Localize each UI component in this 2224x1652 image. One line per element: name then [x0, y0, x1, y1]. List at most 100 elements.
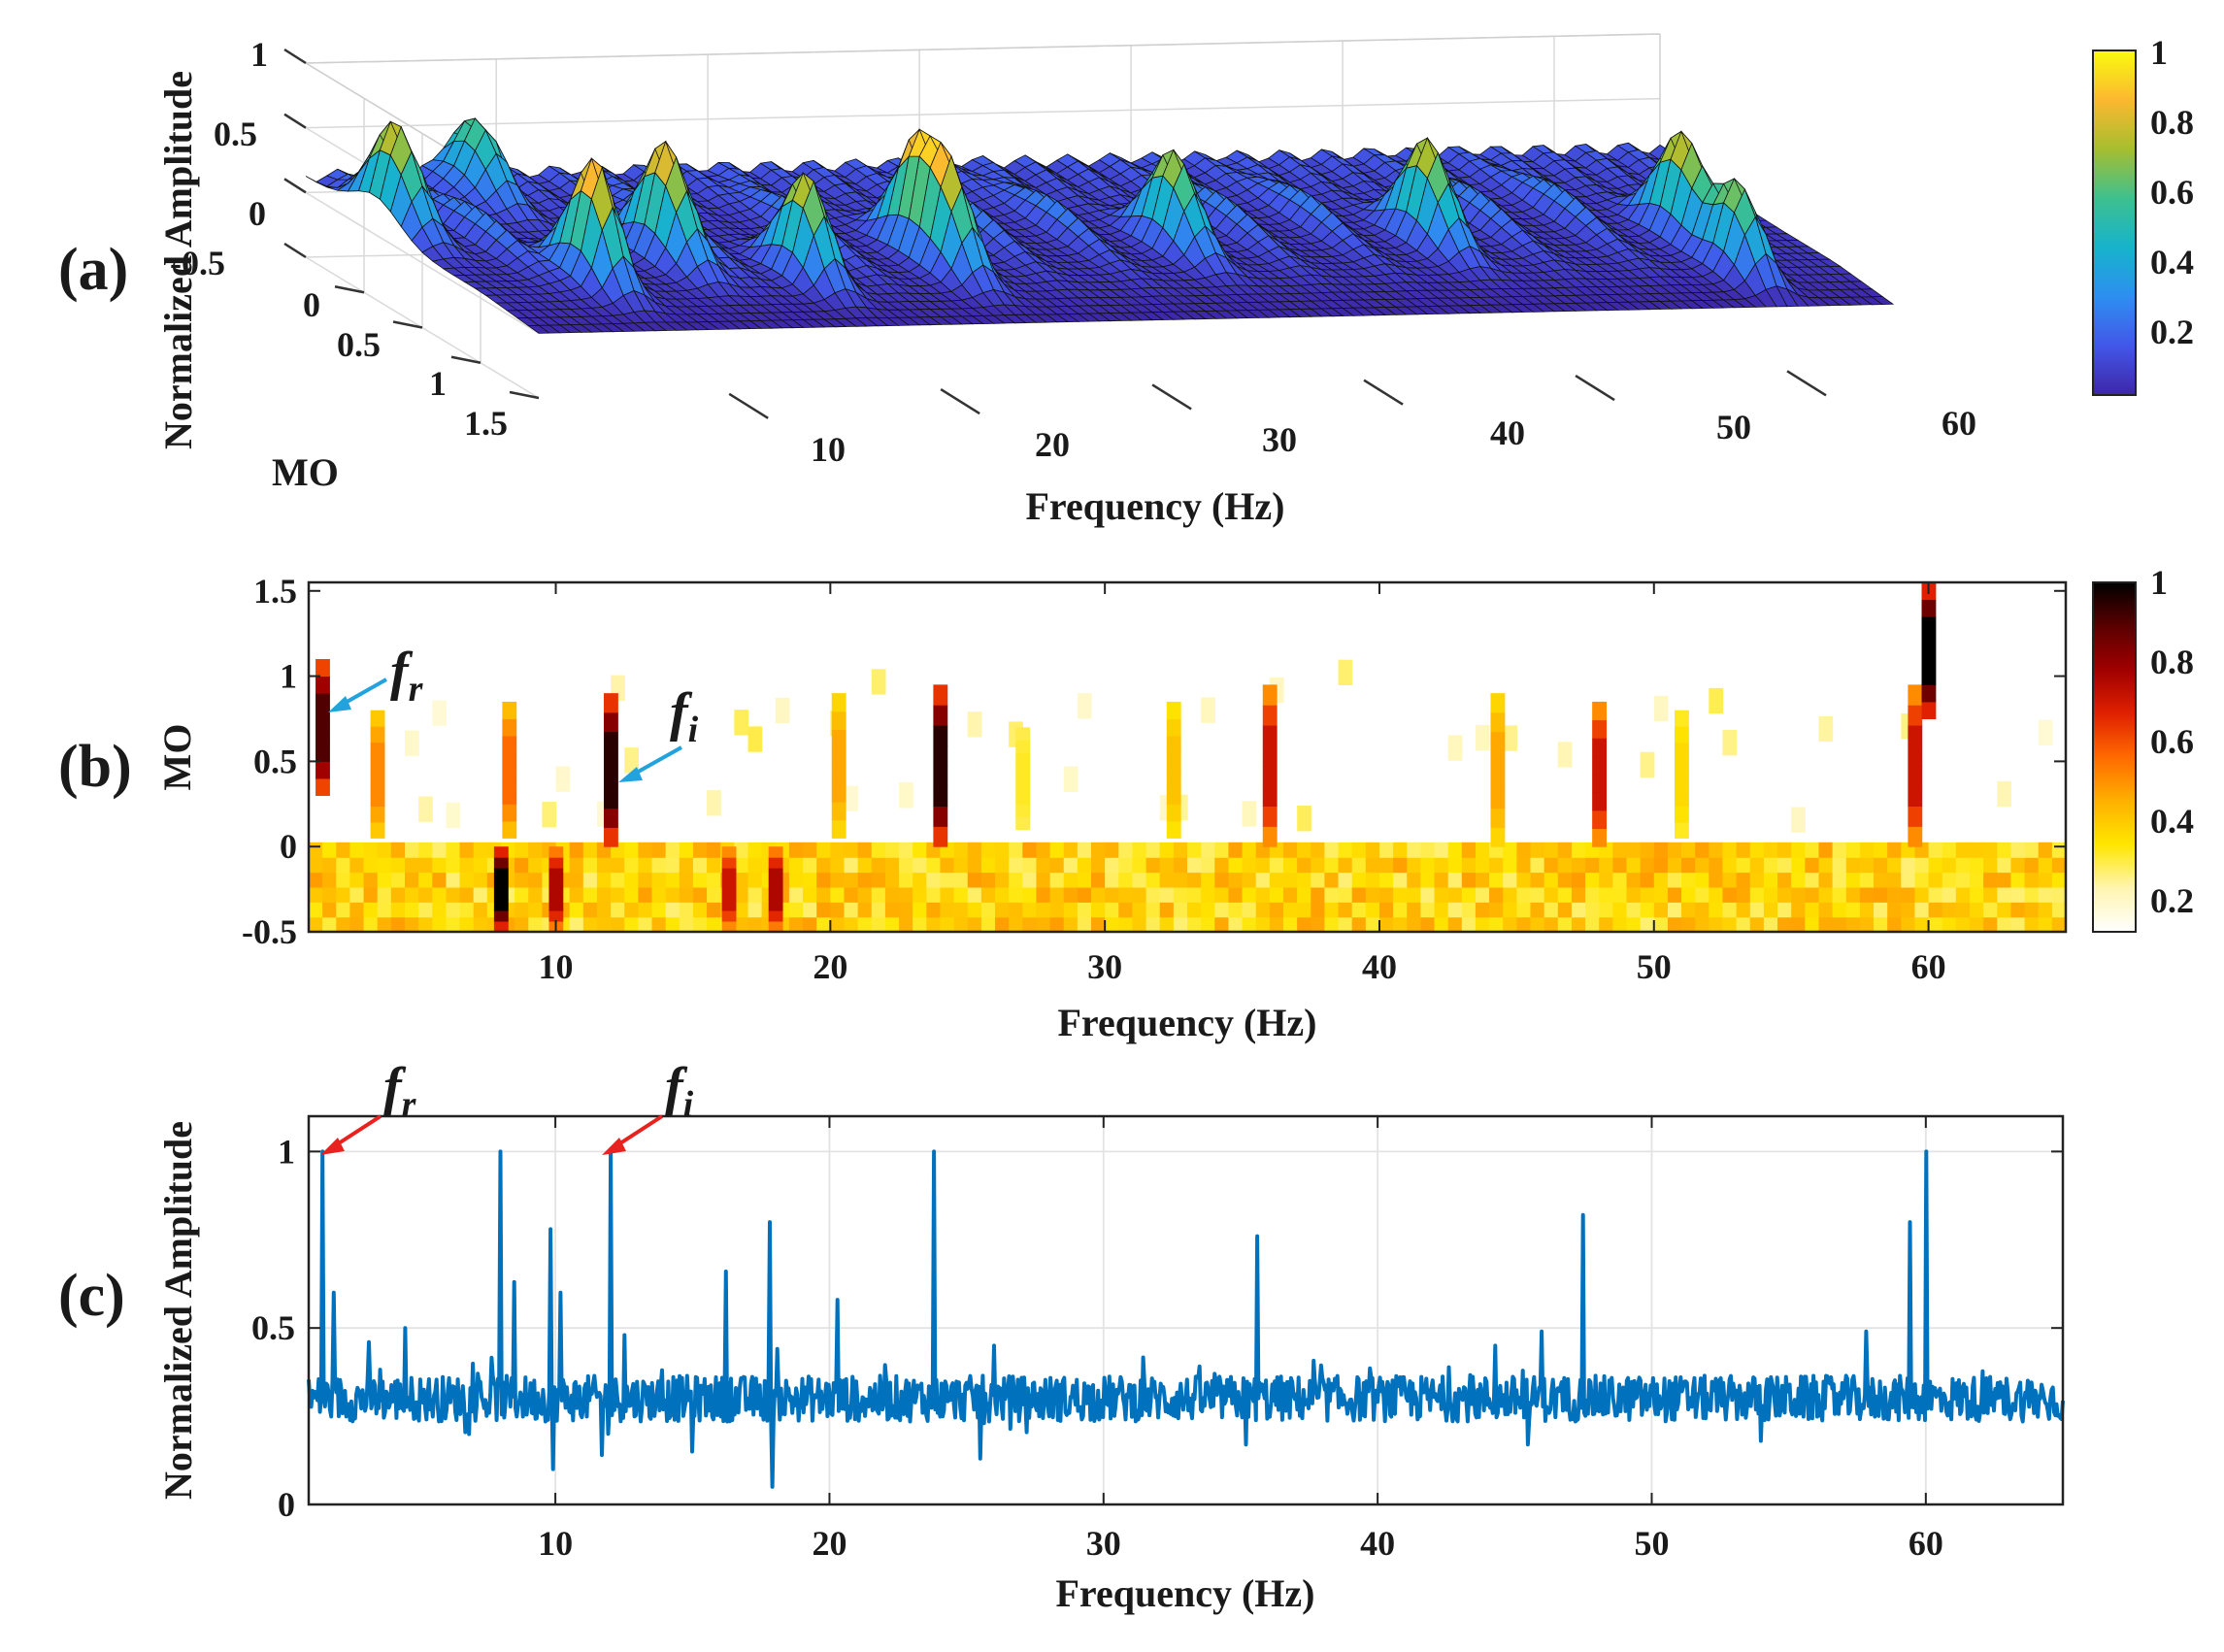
b-cell: [1777, 902, 1792, 918]
b-highlight-cell: [831, 765, 846, 784]
panel-c-label: (c): [58, 1263, 125, 1329]
b-cell: [1255, 857, 1271, 874]
b-cell: [1736, 902, 1751, 918]
b-highlight-cell: [1166, 770, 1181, 788]
b-cell: [1118, 902, 1134, 918]
b-highlight-cell: [768, 868, 783, 879]
b-cell: [1901, 857, 1916, 874]
b-cell: [1763, 872, 1778, 888]
b-cell: [1434, 902, 1449, 918]
b-cell: [1599, 872, 1613, 888]
b-highlight-cell: [370, 726, 385, 743]
b-cell: [1049, 916, 1065, 933]
b-cell: [1214, 902, 1230, 918]
b-cell: [747, 842, 763, 858]
b-highlight-cell: [370, 758, 385, 776]
b-cell: [582, 842, 598, 858]
b-highlight-cell: [768, 878, 783, 890]
b-cell: [665, 872, 680, 888]
b-cell: [803, 842, 817, 858]
b-highlight-cell: [1015, 765, 1031, 779]
b-highlight-cell: [1262, 684, 1278, 706]
b-cell: [1475, 857, 1490, 874]
b-cell: [638, 916, 653, 933]
a-ztick-mark: [283, 113, 307, 129]
b-cell: [322, 872, 337, 888]
b-highlight-cell: [721, 889, 737, 901]
panel-c-line-plot: (c) 10 20 30 40 50 60 0 0.5 1 Frequency …: [58, 1057, 2065, 1615]
b-cell: [940, 886, 955, 903]
b-cell: [418, 886, 433, 903]
b-cell: [309, 842, 323, 858]
b-cell: [1132, 886, 1147, 903]
b-cell: [1145, 886, 1161, 903]
b-highlight-cell: [604, 827, 618, 847]
b-cell: [844, 872, 859, 888]
b-cell: [1365, 886, 1380, 903]
b-cell: [1475, 886, 1490, 903]
b-cell: [995, 842, 1010, 858]
b-cell: [995, 872, 1010, 888]
b-ytick-0: 0: [280, 827, 297, 866]
b-cell: [1983, 886, 1998, 903]
b-cell: [1749, 857, 1765, 874]
b-cell: [899, 886, 913, 903]
b-cell: [1022, 886, 1038, 903]
b-cell: [349, 872, 365, 888]
b-highlight-cell: [604, 711, 618, 733]
c-xtick-50: 50: [1634, 1524, 1669, 1563]
b-cell: [816, 902, 831, 918]
b-cell: [788, 872, 804, 888]
b-highlight-cell: [1262, 826, 1278, 847]
b-cell: [1859, 872, 1875, 888]
b-cell: [788, 857, 804, 874]
b-cell: [1365, 916, 1380, 933]
b-cell: [1228, 872, 1244, 888]
b-cell: [953, 857, 969, 874]
b-cell: [638, 902, 653, 918]
b-cell: [692, 886, 708, 903]
b-cell: [473, 857, 488, 874]
b-highlight-cell: [1490, 808, 1506, 828]
b-cell: [638, 886, 653, 903]
b-cell: [473, 886, 488, 903]
b-cell: [418, 916, 433, 933]
b-cell: [1393, 857, 1408, 874]
b-cell: [692, 842, 708, 858]
b-cell: [1378, 872, 1394, 888]
b-cell: [528, 872, 543, 888]
b-cell: [788, 916, 804, 933]
b-cell: [390, 902, 406, 918]
b-cell: [1434, 857, 1449, 874]
b-cell: [1461, 857, 1477, 874]
b-highlight-cell: [1921, 599, 1937, 617]
b-cell: [1585, 916, 1600, 933]
b-cell: [844, 785, 859, 811]
b-cell: [1722, 872, 1738, 888]
b-cell: [1393, 872, 1408, 888]
b-cell: [336, 886, 351, 903]
b-cell: [418, 902, 433, 918]
b-highlight-cell: [370, 821, 385, 839]
b-cell: [734, 842, 749, 858]
b-cell: [1970, 886, 1984, 903]
b-cell: [390, 886, 406, 903]
b-cell: [1832, 842, 1847, 858]
b-cell: [1351, 886, 1367, 903]
b-cell: [1009, 842, 1023, 858]
b-highlight-cell: [1166, 804, 1181, 822]
b-cell: [1407, 872, 1421, 888]
b-highlight-cell: [1490, 731, 1506, 751]
b-cell: [1709, 886, 1724, 903]
b-cell: [1791, 916, 1806, 933]
b-cell: [349, 886, 365, 903]
b-cell: [1214, 916, 1230, 933]
b-highlight-cell: [1015, 816, 1031, 831]
b-cell: [1461, 872, 1477, 888]
b-cell: [2024, 916, 2040, 933]
b-cell: [884, 902, 900, 918]
b-cell: [432, 842, 448, 858]
b-cell: [1818, 872, 1834, 888]
b-highlight-cell: [1166, 736, 1181, 754]
b-cell: [1324, 872, 1340, 888]
